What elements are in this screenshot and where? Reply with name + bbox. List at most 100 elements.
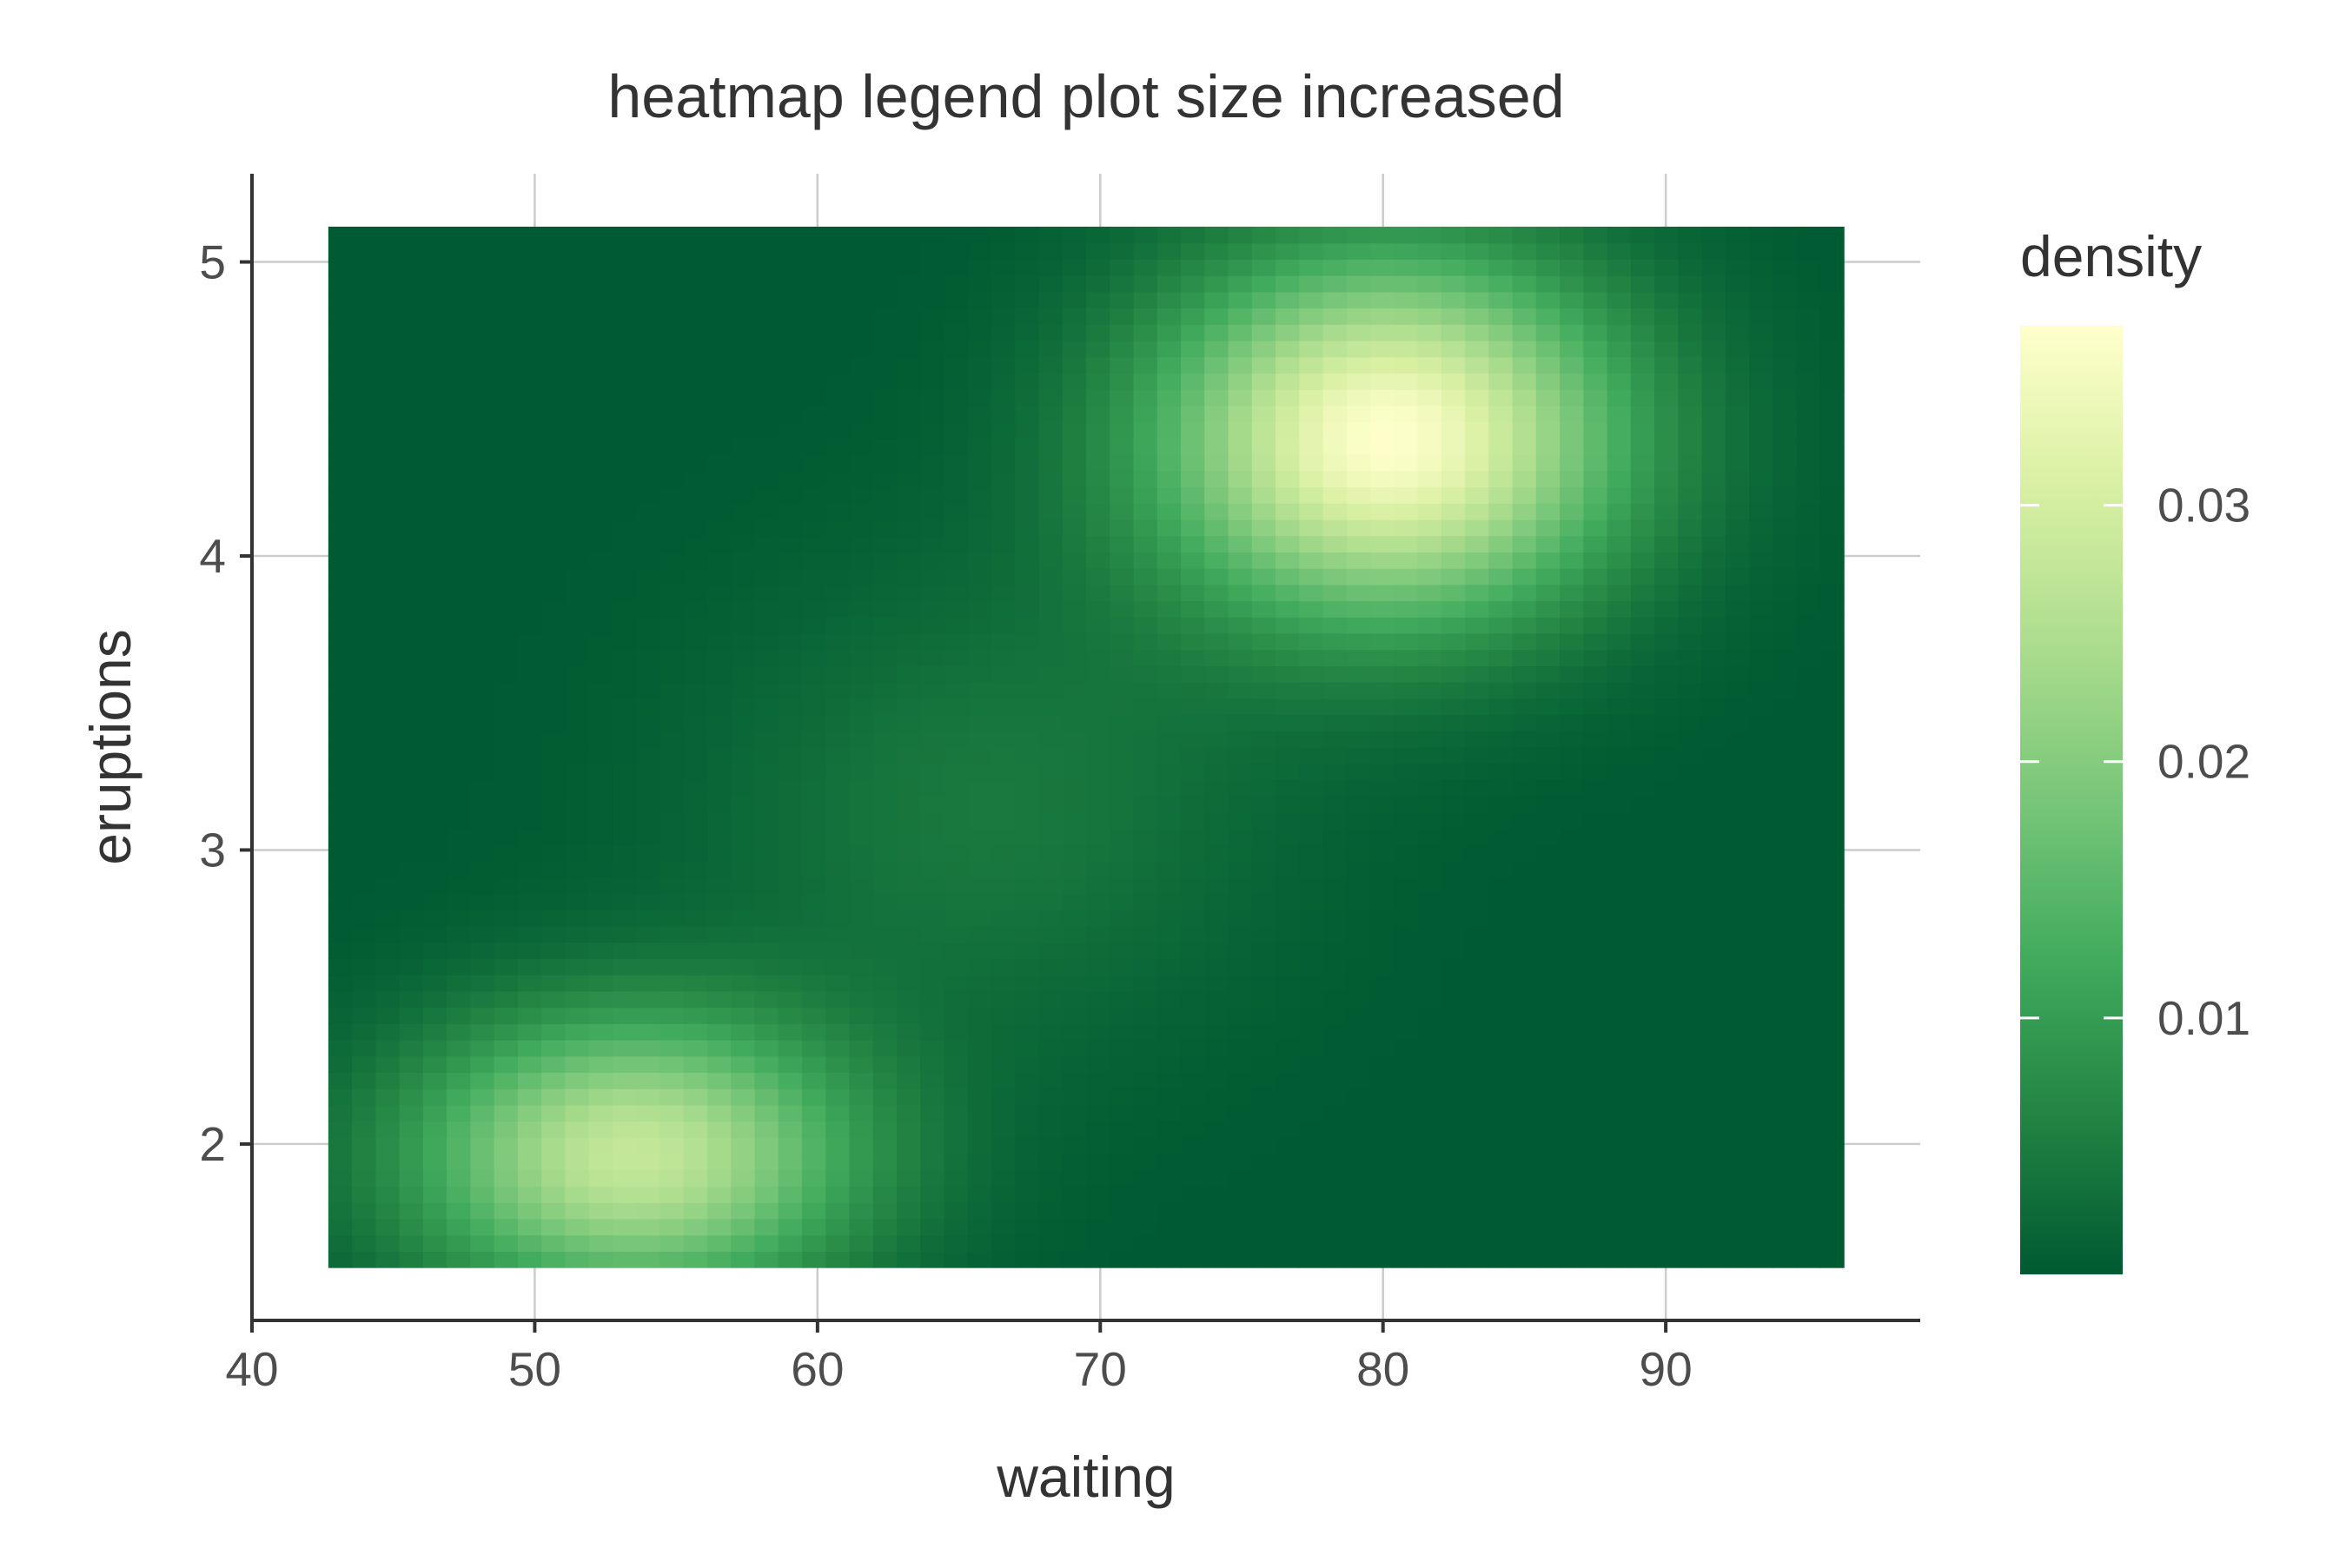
heatmap-cell: [920, 1154, 945, 1171]
heatmap-cell: [1322, 291, 1348, 309]
heatmap-cell: [967, 844, 992, 862]
heatmap-cell: [1512, 1218, 1537, 1236]
heatmap-cell: [1346, 1007, 1371, 1024]
heatmap-cell: [1015, 389, 1040, 407]
heatmap-cell: [1607, 1137, 1632, 1154]
heatmap-cell: [1110, 811, 1135, 830]
heatmap-cell: [375, 714, 401, 731]
heatmap-cell: [1062, 665, 1087, 683]
heatmap-cell: [1156, 910, 1182, 927]
heatmap-cell: [375, 632, 401, 651]
heatmap-cell: [1133, 291, 1158, 309]
heatmap-cell: [1276, 796, 1300, 813]
heatmap-cell: [470, 811, 495, 830]
heatmap-cell: [1630, 226, 1655, 244]
heatmap-cell: [1819, 1234, 1845, 1252]
heatmap-cell: [399, 714, 424, 731]
heatmap-cell: [1583, 1251, 1608, 1268]
heatmap-cell: [1156, 1218, 1182, 1236]
heatmap-cell: [1062, 1055, 1087, 1074]
heatmap-cell: [517, 747, 542, 764]
heatmap-cell: [706, 568, 732, 586]
heatmap-cell: [1133, 714, 1158, 731]
heatmap-cell: [1535, 779, 1561, 797]
heatmap-cell: [1276, 552, 1300, 569]
heatmap-cell: [1796, 747, 1821, 764]
heatmap-cell: [991, 1072, 1016, 1089]
heatmap-cell: [967, 1218, 992, 1236]
heatmap-cell: [944, 682, 969, 699]
heatmap-cell: [1204, 226, 1229, 244]
heatmap-cell: [1062, 942, 1087, 959]
heatmap-cell: [1276, 1023, 1300, 1041]
heatmap-cell: [991, 910, 1016, 927]
heatmap-cell: [352, 910, 376, 927]
heatmap-cell: [1560, 405, 1584, 423]
heatmap-cell: [1512, 340, 1537, 358]
heatmap-cell: [1535, 731, 1561, 748]
heatmap-cell: [659, 340, 685, 358]
heatmap-cell: [849, 1154, 874, 1171]
heatmap-cell: [1725, 535, 1750, 552]
heatmap-cell: [541, 1121, 566, 1138]
heatmap-cell: [1110, 1023, 1135, 1041]
heatmap-cell: [801, 1137, 826, 1154]
heatmap-cell: [470, 519, 495, 537]
heatmap-cell: [944, 421, 969, 439]
heatmap-cell: [517, 942, 542, 959]
heatmap-cell: [1654, 665, 1679, 683]
heatmap-cell: [1299, 1023, 1324, 1041]
heatmap-cell: [1654, 1251, 1679, 1268]
heatmap-cell: [328, 552, 353, 569]
heatmap-cell: [1560, 568, 1584, 586]
heatmap-cell: [541, 665, 566, 683]
heatmap-cell: [1086, 1007, 1110, 1024]
heatmap-cell: [1749, 877, 1773, 895]
heatmap-cell: [825, 324, 851, 341]
heatmap-cell: [1583, 1023, 1608, 1041]
heatmap-cell: [872, 975, 898, 992]
heatmap-cell: [896, 519, 921, 537]
heatmap-cell: [399, 1007, 424, 1024]
heatmap-cell: [1276, 779, 1300, 797]
heatmap-cell: [1607, 308, 1632, 325]
heatmap-cell: [541, 519, 566, 537]
heatmap-cell: [872, 682, 898, 699]
heatmap-cell: [541, 649, 566, 666]
heatmap-cell: [967, 698, 992, 716]
heatmap-cell: [1441, 1154, 1466, 1171]
heatmap-cell: [494, 600, 519, 618]
heatmap-cell: [659, 1251, 685, 1268]
heatmap-cell: [1796, 779, 1821, 797]
heatmap-cell: [636, 861, 661, 878]
heatmap-cell: [659, 324, 685, 341]
heatmap-cell: [1654, 828, 1679, 845]
heatmap-cell: [920, 356, 945, 374]
heatmap-cell: [1062, 405, 1087, 423]
heatmap-cell: [494, 1072, 519, 1089]
heatmap-cell: [1560, 1137, 1584, 1154]
heatmap-cell: [1535, 1251, 1561, 1268]
heatmap-cell: [470, 763, 495, 781]
heatmap-cell: [565, 1169, 590, 1188]
heatmap-cell: [1607, 438, 1632, 455]
heatmap-cell: [1181, 1154, 1205, 1171]
heatmap-cell: [1276, 844, 1300, 862]
heatmap-cell: [896, 535, 921, 552]
heatmap-cell: [1181, 1234, 1205, 1252]
heatmap-cell: [1204, 405, 1229, 423]
heatmap-cell: [1701, 763, 1726, 781]
heatmap-cell: [1441, 519, 1466, 537]
heatmap-cell: [1156, 617, 1182, 634]
heatmap-cell: [612, 617, 637, 634]
heatmap-cell: [1796, 1169, 1821, 1188]
heatmap-cell: [1417, 632, 1442, 651]
heatmap-cell: [636, 421, 661, 439]
heatmap-cell: [659, 665, 685, 683]
heatmap-cell: [872, 259, 898, 276]
heatmap-cell: [1417, 1169, 1442, 1188]
heatmap-cell: [896, 503, 921, 520]
heatmap-cell: [731, 291, 756, 309]
heatmap-cell: [849, 324, 874, 341]
heatmap-cell: [1560, 1072, 1584, 1089]
